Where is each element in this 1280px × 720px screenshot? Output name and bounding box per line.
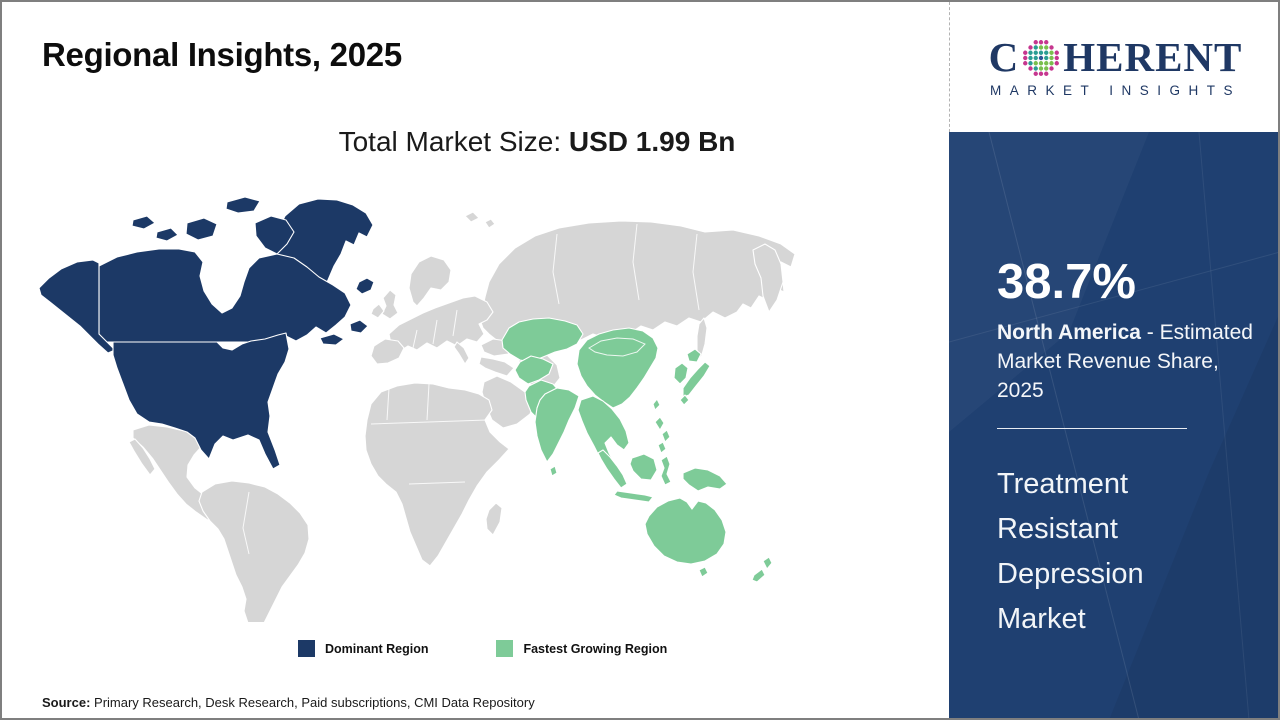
philippines-mindanao [657, 441, 667, 454]
highlight-sidebar: 38.7% North America - Estimated Market R… [949, 132, 1278, 718]
south-america [198, 480, 310, 630]
new-guinea [682, 467, 728, 492]
tasmania [698, 566, 709, 578]
arctic-island-small-1 [155, 227, 179, 242]
india [534, 387, 580, 463]
madagascar [485, 502, 503, 536]
dominant-region-landmass [38, 196, 375, 470]
sidebar-map-texture [949, 132, 1278, 718]
total-market-size-label: Total Market Size: [338, 126, 569, 157]
philippines-visayas [661, 429, 671, 443]
sidebar-divider [997, 428, 1187, 429]
baja-california [128, 438, 156, 476]
ellesmere-island [225, 196, 261, 214]
source-line: Source: Primary Research, Desk Research,… [42, 695, 535, 710]
svalbard [464, 211, 480, 223]
central-asia [514, 355, 554, 385]
dot-globe-icon [1023, 39, 1060, 76]
korea [673, 362, 689, 385]
logo-letter-c: C [988, 34, 1020, 80]
legend-item-fastest-growing: Fastest Growing Region [496, 640, 667, 657]
united-kingdom [381, 289, 399, 320]
logo-tagline: MARKET INSIGHTS [989, 82, 1242, 98]
arctic-island [484, 218, 496, 229]
sakhalin [696, 317, 708, 359]
iberia [370, 338, 405, 365]
sulawesi [660, 455, 672, 486]
market-name: Treatment Resistant Depression Market [997, 468, 1144, 635]
total-market-size-value: USD 1.99 Bn [568, 126, 736, 157]
indochina [577, 395, 630, 478]
middle-east [478, 356, 515, 377]
source-text: Primary Research, Desk Research, Paid su… [90, 695, 535, 710]
fastest-growing-region-swatch [496, 640, 514, 657]
kamchatka [752, 243, 784, 313]
usa [112, 332, 290, 470]
dominant-region-swatch [298, 640, 315, 657]
country-border-lines [242, 223, 700, 555]
japan-hokkaido [686, 348, 702, 363]
borneo [629, 453, 658, 481]
philippines-luzon [654, 416, 665, 431]
africa [364, 382, 510, 567]
map-legend: Dominant Region Fastest Growing Region [298, 640, 667, 657]
newfoundland [349, 319, 369, 334]
world-map [37, 192, 817, 630]
market-share-description: North America - Estimated Market Revenue… [997, 318, 1265, 405]
italy [453, 341, 470, 365]
nova-scotia [319, 333, 345, 346]
page-title: Regional Insights, 2025 [42, 36, 402, 73]
baffin-island [254, 215, 295, 255]
sumatra [597, 449, 628, 489]
kazakhstan [501, 317, 584, 363]
brand-logo: C HERENT MARKET INSIGHTS [949, 2, 1278, 132]
victoria-island [185, 217, 218, 241]
scandinavia [408, 255, 452, 307]
source-label: Source: [42, 695, 91, 710]
japan-kyushu [679, 394, 690, 406]
new-zealand-north [762, 556, 773, 570]
new-zealand-south [751, 568, 766, 583]
canada [98, 248, 352, 343]
taiwan [652, 398, 661, 411]
dominant-region-label: Dominant Region [325, 641, 429, 656]
market-share-value: 38.7% [997, 255, 1136, 309]
market-share-desc-text: - Estimated Market Revenue Share, 2025 [997, 321, 1253, 402]
europe-mainland [388, 295, 494, 353]
iceland [355, 277, 375, 295]
java [613, 490, 654, 503]
legend-item-dominant: Dominant Region [298, 640, 428, 657]
australia [644, 497, 727, 565]
china-mongolia [576, 327, 659, 409]
fastest-growing-region-landmass [501, 317, 773, 583]
sri-lanka [549, 465, 558, 477]
arctic-island-small-2 [131, 215, 156, 230]
fastest-growing-region-label: Fastest Growing Region [523, 641, 668, 656]
world-map-svg [38, 196, 796, 630]
total-market-size: Total Market Size: USD 1.99 Bn [339, 126, 736, 158]
ireland [370, 303, 385, 319]
market-share-region: North America [997, 321, 1141, 344]
logo-letters-herent: HERENT [1063, 34, 1243, 80]
alaska [38, 259, 116, 354]
logo-wordmark: C HERENT [989, 37, 1243, 79]
